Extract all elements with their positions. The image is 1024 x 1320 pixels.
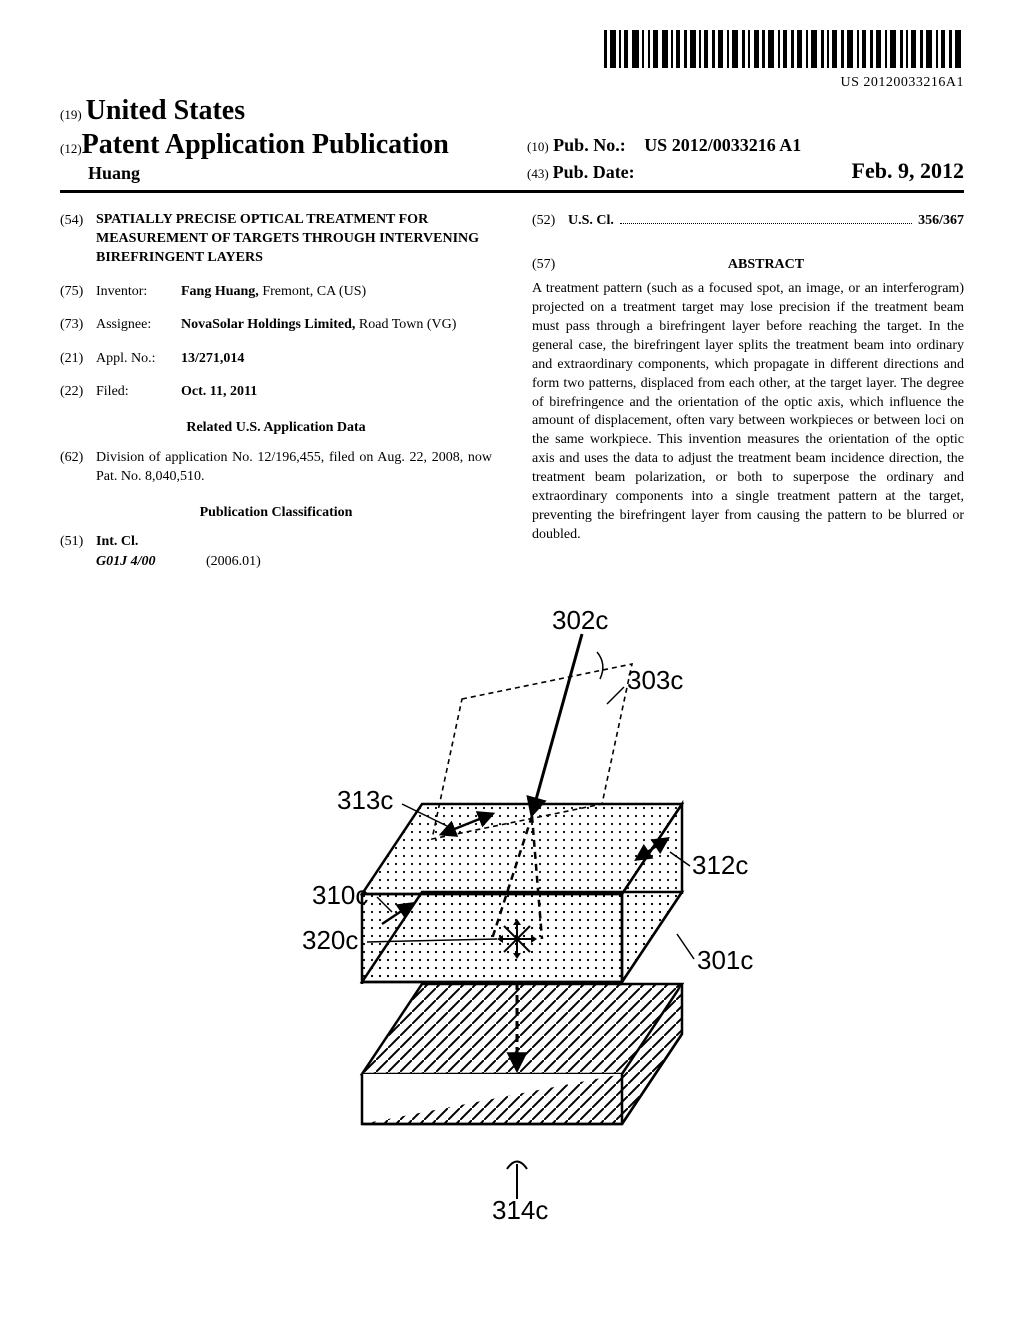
- pub-date-label: Pub. Date:: [553, 162, 635, 183]
- title-row: (54) SPATIALLY PRECISE OPTICAL TREATMENT…: [60, 211, 492, 268]
- code-52: (52): [532, 211, 568, 231]
- header: (19) United States (12) Patent Applicati…: [60, 95, 964, 184]
- pubclass-heading: Publication Classification: [60, 503, 492, 523]
- header-author: Huang: [60, 163, 497, 184]
- code-19: (19): [60, 107, 82, 122]
- intcl-year: (2006.01): [206, 552, 261, 572]
- barcode-graphic: [604, 30, 964, 73]
- uscl-value: 356/367: [918, 211, 964, 231]
- filed-label: Filed:: [96, 382, 181, 402]
- inventor-label: Inventor:: [96, 282, 181, 302]
- code-57: (57): [532, 255, 568, 275]
- division-text: Division of application No. 12/196,455, …: [96, 448, 492, 487]
- code-73: (73): [60, 315, 96, 335]
- code-51: (51): [60, 532, 96, 571]
- applno-value: 13/271,014: [181, 349, 492, 369]
- assignee-label: Assignee:: [96, 315, 181, 335]
- label-301c: 301c: [697, 945, 753, 975]
- inventor-name: Fang Huang,: [181, 284, 259, 299]
- uscl-label: U.S. Cl.: [568, 211, 614, 231]
- inventor-value: Fang Huang, Fremont, CA (US): [181, 282, 492, 302]
- intcl-class: G01J 4/00: [96, 552, 206, 572]
- code-62: (62): [60, 448, 96, 487]
- label-303c: 303c: [627, 665, 683, 695]
- intcl-row: (51) Int. Cl. G01J 4/00 (2006.01): [60, 532, 492, 571]
- patent-title: SPATIALLY PRECISE OPTICAL TREATMENT FOR …: [96, 211, 492, 268]
- barcode-block: US 20120033216A1: [60, 30, 964, 91]
- pub-date: Feb. 9, 2012: [852, 158, 964, 184]
- slab-bottom: [362, 984, 682, 1124]
- division-row: (62) Division of application No. 12/196,…: [60, 448, 492, 487]
- code-10: (10): [527, 139, 549, 154]
- related-heading: Related U.S. Application Data: [60, 418, 492, 438]
- assignee-value: NovaSolar Holdings Limited, Road Town (V…: [181, 315, 492, 335]
- patent-figure: 302c 303c 313c 310c 320c 312c 301c 314c: [60, 604, 964, 1229]
- inventor-row: (75) Inventor: Fang Huang, Fremont, CA (…: [60, 282, 492, 302]
- abstract-head-row: (57) ABSTRACT: [532, 255, 964, 275]
- filed-row: (22) Filed: Oct. 11, 2011: [60, 382, 492, 402]
- pub-no-label: Pub. No.:: [553, 135, 626, 155]
- header-right: (10) Pub. No.: US 2012/0033216 A1 (43) P…: [497, 135, 964, 184]
- pub-type: Patent Application Publication: [82, 129, 449, 161]
- right-column: (52) U.S. Cl. 356/367 (57) ABSTRACT A tr…: [532, 211, 964, 574]
- label-320c: 320c: [302, 925, 358, 955]
- abstract-heading: ABSTRACT: [568, 255, 964, 275]
- label-312c: 312c: [692, 850, 748, 880]
- applno-row: (21) Appl. No.: 13/271,014: [60, 349, 492, 369]
- abstract-text: A treatment pattern (such as a focused s…: [532, 280, 964, 544]
- intcl-label: Int. Cl.: [96, 532, 492, 552]
- body-columns: (54) SPATIALLY PRECISE OPTICAL TREATMENT…: [60, 211, 964, 574]
- pub-no: US 2012/0033216 A1: [644, 135, 801, 155]
- applno-label: Appl. No.:: [96, 349, 181, 369]
- slab-middle: [362, 804, 682, 984]
- code-12: (12): [60, 141, 82, 157]
- header-left: (19) United States (12) Patent Applicati…: [60, 95, 497, 184]
- left-column: (54) SPATIALLY PRECISE OPTICAL TREATMENT…: [60, 211, 492, 574]
- header-rule: [60, 190, 964, 193]
- assignee-row: (73) Assignee: NovaSolar Holdings Limite…: [60, 315, 492, 335]
- code-75: (75): [60, 282, 96, 302]
- barcode-text: US 20120033216A1: [60, 75, 964, 91]
- country: United States: [86, 95, 245, 126]
- filed-value: Oct. 11, 2011: [181, 382, 492, 402]
- dot-leader: [620, 211, 912, 224]
- figure-svg: 302c 303c 313c 310c 320c 312c 301c 314c: [232, 604, 792, 1224]
- label-302c: 302c: [552, 605, 608, 635]
- label-313c: 313c: [337, 785, 393, 815]
- label-314c: 314c: [492, 1195, 548, 1224]
- uscl-row: (52) U.S. Cl. 356/367: [532, 211, 964, 231]
- code-22: (22): [60, 382, 96, 402]
- code-54: (54): [60, 211, 96, 268]
- assignee-name: NovaSolar Holdings Limited,: [181, 317, 355, 332]
- code-21: (21): [60, 349, 96, 369]
- code-43: (43): [527, 166, 549, 182]
- assignee-suffix: Road Town (VG): [355, 317, 456, 332]
- inventor-suffix: Fremont, CA (US): [259, 284, 366, 299]
- label-310c: 310c: [312, 880, 368, 910]
